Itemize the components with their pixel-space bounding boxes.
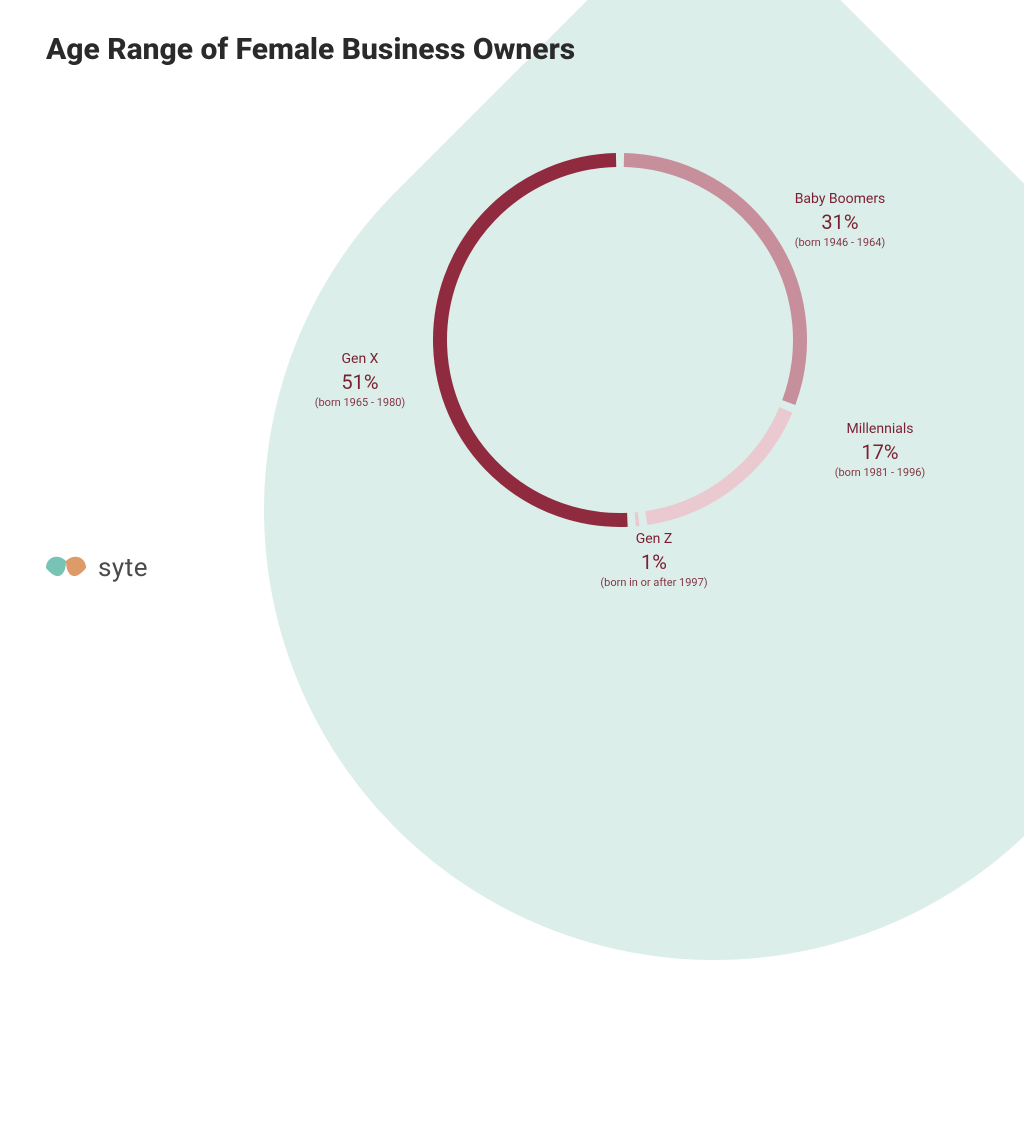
segment-label-gen-z: Gen Z 1% (born in or after 1997) [600,530,707,590]
segment-label-millennials: Millennials 17% (born 1981 - 1996) [835,420,926,480]
segment-label-gen-x: Gen X 51% (born 1965 - 1980) [315,350,406,410]
donut-segment-gen_x [440,160,627,520]
donut-chart [410,130,830,550]
donut-segment-baby_boomers [624,160,800,403]
segment-name: Gen X [315,350,406,368]
segment-pct: 17% [835,439,926,465]
segment-pct: 1% [600,549,707,575]
brand-logo-text: syte [98,553,148,583]
segment-born: (born 1946 - 1964) [795,236,886,250]
page-title: Age Range of Female Business Owners [46,32,575,67]
segment-born: (born 1965 - 1980) [315,396,406,410]
segment-name: Baby Boomers [795,190,886,208]
segment-pct: 51% [315,369,406,395]
segment-pct: 31% [795,209,886,235]
brand-logo: syte [44,551,148,585]
donut-chart-svg [410,130,830,550]
segment-name: Millennials [835,420,926,438]
donut-segment-millennials [646,410,785,518]
segment-name: Gen Z [600,530,707,548]
segment-born: (born in or after 1997) [600,576,707,590]
segment-label-baby-boomers: Baby Boomers 31% (born 1946 - 1964) [795,190,886,250]
segment-born: (born 1981 - 1996) [835,466,926,480]
syte-logo-icon [44,551,88,585]
